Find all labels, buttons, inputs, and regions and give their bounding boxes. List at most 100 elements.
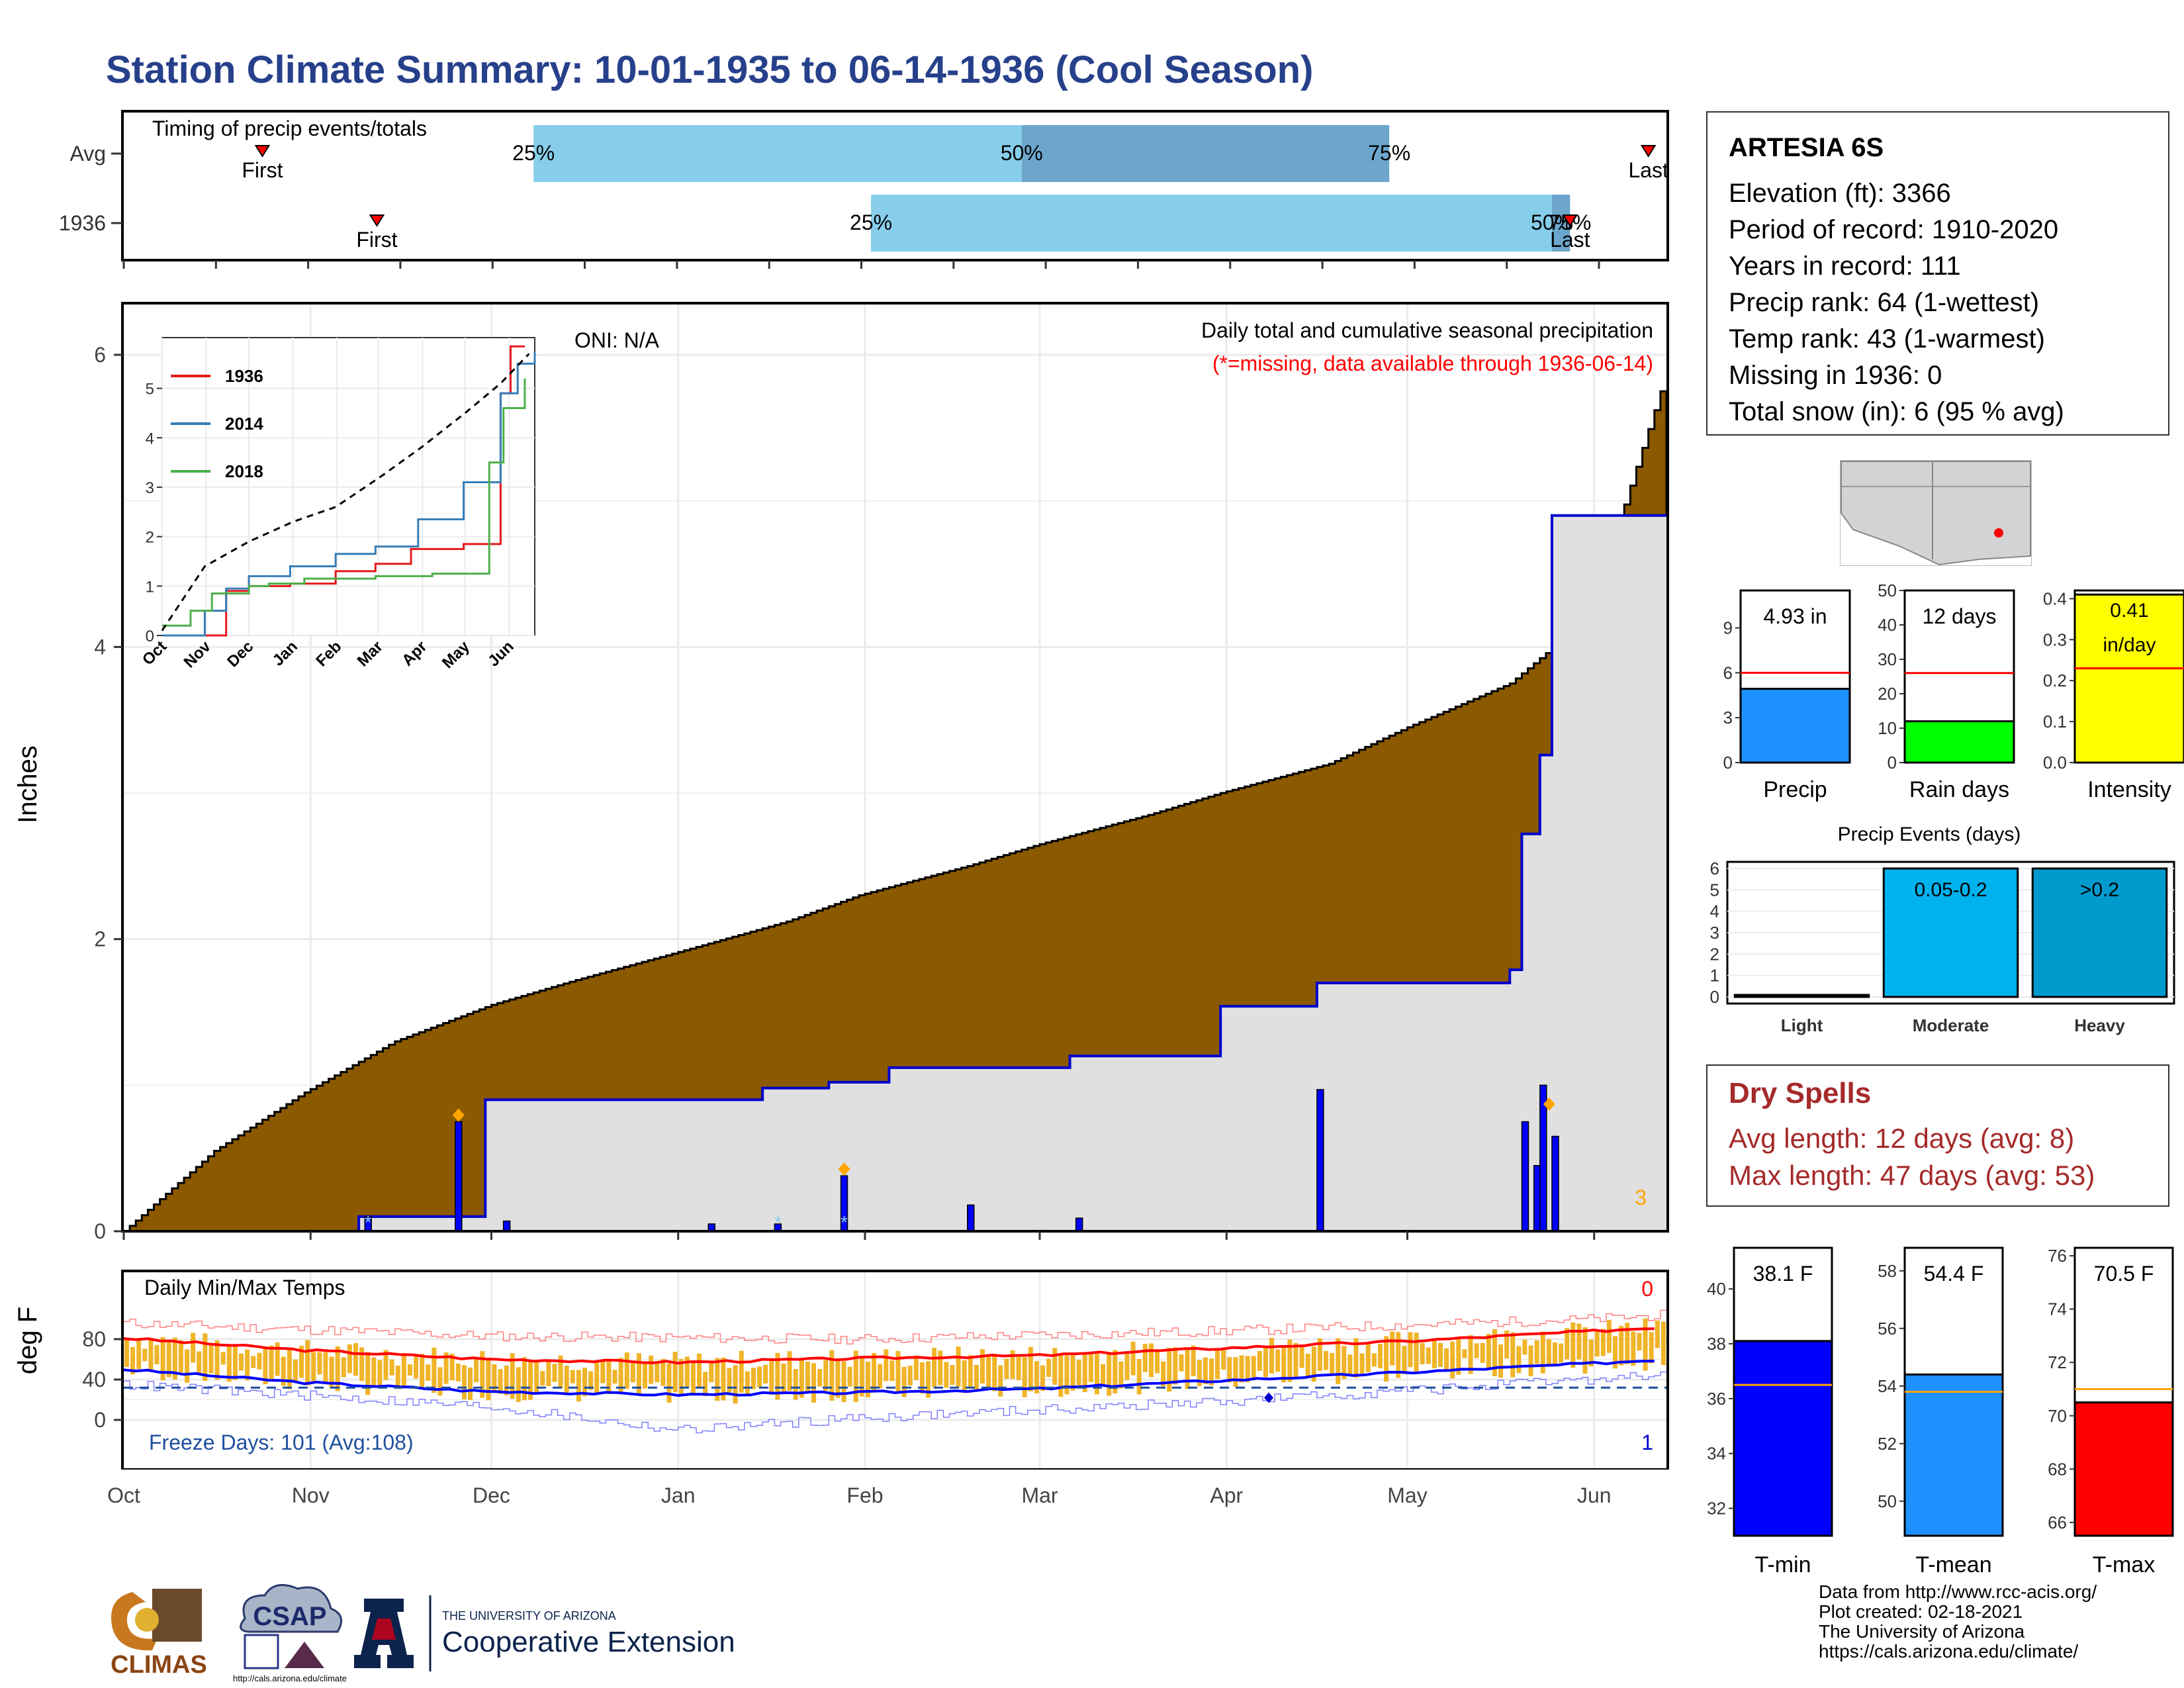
- daily-temp-bar: [853, 1350, 858, 1403]
- footer-logos: CLIMAS CSAP http://cals.arizona.edu/clim…: [111, 1583, 735, 1683]
- daily-temp-bar: [763, 1364, 768, 1384]
- daily-temp-bar: [443, 1352, 449, 1384]
- daily-temp-bar: [1233, 1357, 1238, 1387]
- daily-temp-bar: [299, 1346, 304, 1378]
- daily-temp-bar: [1118, 1361, 1124, 1389]
- station-info-line: Missing in 1936: 0: [1729, 361, 1942, 390]
- daily-temp-bar: [1107, 1354, 1112, 1396]
- events-bar-label: 0.05-0.2: [1914, 879, 1987, 901]
- temp-summary-bar-tmean: [1903, 1373, 2004, 1537]
- daily-temp-bar: [745, 1371, 750, 1395]
- daily-temp-bar: [1606, 1320, 1612, 1353]
- daily-temp-bar: [281, 1356, 286, 1386]
- daily-temp-bar: [293, 1359, 298, 1383]
- daily-temp-bar: [926, 1361, 931, 1398]
- daily-temp-bar: [516, 1367, 521, 1402]
- dry-spells-title: Dry Spells: [1729, 1077, 1872, 1109]
- temp-y-axis-label: deg F: [13, 1307, 42, 1374]
- daily-temp-bar: [1649, 1332, 1654, 1364]
- station-info-line: Total snow (in): 6 (95 % avg): [1729, 397, 2064, 426]
- timing-first-label: First: [242, 158, 283, 182]
- record-min-count: 1: [1641, 1430, 1653, 1454]
- temp-summary-y-tick-label: 52: [1878, 1434, 1897, 1454]
- daily-temp-bar: [1540, 1331, 1545, 1374]
- temp-summary-bar-label: T-min: [1755, 1552, 1811, 1577]
- freeze-days-label: Freeze Days: 101 (Avg:108): [149, 1430, 414, 1454]
- daily-temp-bar: [432, 1347, 437, 1393]
- daily-temp-bar: [528, 1362, 533, 1400]
- daily-temp-bar: [1390, 1331, 1395, 1366]
- summary-bar-precip: [1739, 688, 1851, 764]
- station-info-line: Years in record: 111: [1729, 252, 1961, 281]
- daily-temp-bar: [486, 1359, 491, 1401]
- daily-temp-bar: [1113, 1350, 1118, 1393]
- daily-temp-bar: [636, 1353, 641, 1395]
- daily-temp-bar: [950, 1365, 955, 1385]
- precip-y-tick-label: 4: [94, 635, 106, 659]
- dry-spells-box: Dry Spells Avg length: 12 days (avg: 8) …: [1706, 1064, 2169, 1207]
- inset-legend-label: 2018: [225, 461, 263, 481]
- daily-temp-bar: [907, 1366, 913, 1386]
- precip-panel: Inches * * * Daily total and cumulative se…: [13, 302, 1669, 1243]
- summary-bar-intensity: [2073, 593, 2184, 764]
- daily-temp-bar: [1396, 1332, 1401, 1378]
- daily-temp-bar: [1371, 1353, 1377, 1367]
- temp-summary-bar-tmax: [2073, 1401, 2174, 1537]
- timing-bar-q25-q50: [533, 125, 1022, 182]
- summary-y-tick-label: 9: [1723, 618, 1733, 638]
- daily-temp-bar: [407, 1364, 412, 1376]
- daily-temp-bar: [130, 1346, 136, 1375]
- daily-temp-bar: [618, 1358, 623, 1393]
- inset-series-line: [162, 378, 526, 627]
- daily-temp-bar: [1058, 1354, 1064, 1397]
- daily-temp-bar: [606, 1360, 612, 1395]
- daily-temp-bar: [932, 1348, 937, 1387]
- daily-temp-bar: [1275, 1349, 1281, 1372]
- daily-temp-bar: [835, 1360, 841, 1398]
- ua-cooperative-extension-logo: THE UNIVERSITY OF ARIZONA Cooperative Ex…: [354, 1595, 735, 1671]
- daily-temp-bar: [1330, 1352, 1335, 1376]
- daily-temp-bar: [371, 1357, 377, 1388]
- station-info-line: Elevation (ft): 3366: [1729, 179, 1951, 208]
- daily-precip-bar: [1539, 1084, 1547, 1232]
- daily-temp-bar: [148, 1337, 154, 1372]
- events-y-tick-label: 6: [1710, 859, 1719, 878]
- daily-temp-bar: [426, 1364, 431, 1381]
- events-y-tick-label: 4: [1710, 902, 1719, 921]
- daily-temp-bar: [522, 1357, 527, 1401]
- daily-temp-bar: [1197, 1360, 1202, 1387]
- daily-temp-bar: [1625, 1323, 1630, 1364]
- daily-temp-bar: [1287, 1339, 1293, 1382]
- daily-temp-bar: [1094, 1353, 1099, 1395]
- events-bar-label: >0.2: [2080, 879, 2119, 901]
- daily-temp-bar: [938, 1350, 943, 1385]
- precip-events-title: Precip Events (days): [1838, 823, 2021, 845]
- daily-temp-bar: [1088, 1351, 1093, 1382]
- daily-temp-bar: [992, 1354, 997, 1391]
- daily-temp-bar: [558, 1355, 563, 1389]
- daily-temp-bar: [1004, 1358, 1009, 1380]
- daily-temp-bar: [1185, 1347, 1190, 1389]
- summary-value-label: 12 days: [1922, 604, 1996, 628]
- daily-temp-bar: [185, 1349, 190, 1383]
- month-axis-label: Feb: [846, 1483, 883, 1507]
- summary-y-tick-label: 20: [1878, 684, 1897, 704]
- events-bar: [1882, 867, 2019, 998]
- daily-temp-bar: [829, 1350, 835, 1401]
- daily-precip-bar: [1075, 1217, 1083, 1232]
- inset-y-tick-label: 2: [146, 529, 154, 547]
- oni-label: ONI: N/A: [574, 328, 660, 352]
- daily-temp-bar: [841, 1361, 846, 1403]
- record-min-marker: [1264, 1392, 1274, 1403]
- daily-temp-bar: [1124, 1353, 1130, 1380]
- month-axis-label: Jan: [661, 1483, 696, 1507]
- temp-summary-bar-tmin: [1733, 1340, 1833, 1537]
- daily-temp-bar: [684, 1356, 690, 1387]
- daily-temp-bar: [208, 1345, 214, 1374]
- temp-y-tick-label: 40: [82, 1368, 106, 1391]
- events-y-tick-label: 5: [1710, 880, 1719, 900]
- daily-temp-bar: [1155, 1349, 1160, 1374]
- daily-temp-bar: [1227, 1357, 1232, 1383]
- daily-temp-bar: [1161, 1361, 1166, 1387]
- timing-last-label: Last: [1550, 228, 1590, 252]
